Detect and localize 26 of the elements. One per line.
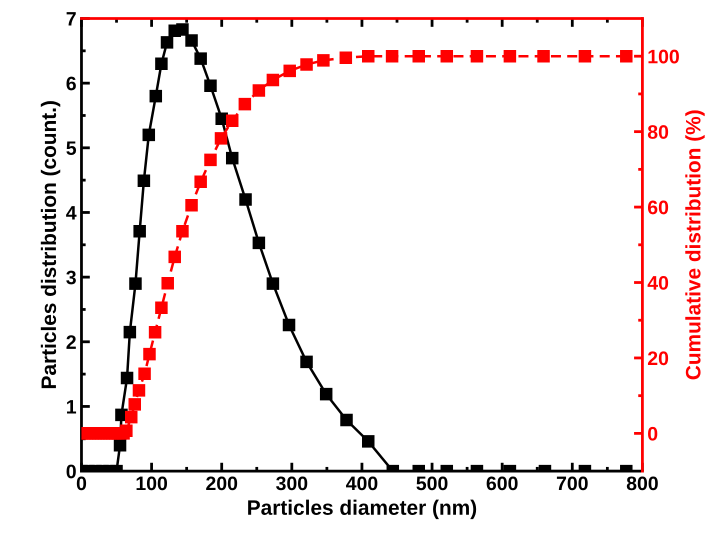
y-tick-label: 2 [66,335,76,349]
y2-tick-label: 80 [648,125,668,139]
x-tick-label: 100 [136,476,168,490]
x-tick-label: 600 [486,476,518,490]
y-tick-label: 3 [66,270,76,284]
y2-tick-label: 0 [648,426,658,441]
y2-axis-title: Cumulative distribution (%) [685,110,705,380]
x-tick-label: 0 [76,476,86,490]
x-tick-label: 400 [346,476,378,490]
y-tick-label: 7 [66,12,76,26]
y-tick-label: 6 [66,76,76,90]
y-axis-title: Particles distribution (count.) [40,101,60,388]
x-axis-title: Particles diameter (nm) [248,500,476,520]
x-tick-label: 700 [556,476,588,490]
y2-tick-label: 60 [648,200,668,214]
y-tick-label: 0 [66,464,76,478]
y2-tick-label: 100 [648,50,679,64]
y2-tick-label: 20 [648,351,668,366]
y2-tick-label: 40 [648,276,668,290]
y-tick-label: 5 [66,141,76,156]
y-tick-label: 1 [67,400,76,414]
x-tick-label: 300 [276,476,308,490]
y-tick-label: 4 [66,206,77,220]
x-tick-label: 500 [416,476,448,490]
x-tick-label: 800 [626,476,658,490]
x-tick-label: 200 [206,476,238,490]
